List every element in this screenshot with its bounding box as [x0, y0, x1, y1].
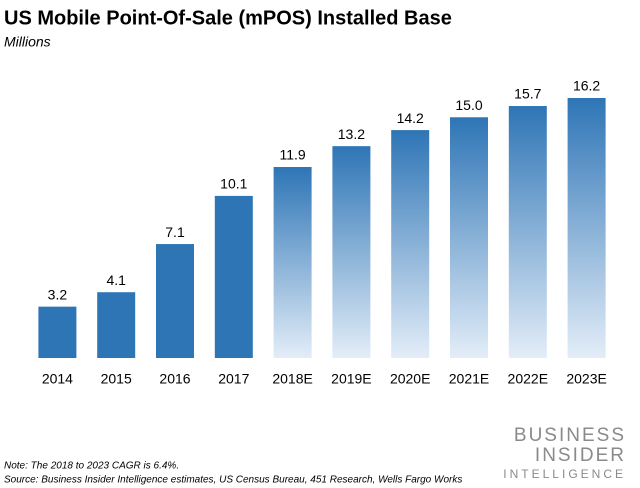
logo-line: BUSINESS	[514, 425, 626, 446]
x-tick-label: 2019E	[331, 371, 371, 387]
x-tick-label: 2023E	[566, 371, 606, 387]
x-tick-label: 2022E	[508, 371, 548, 387]
bar	[332, 146, 371, 358]
value-label: 14.2	[397, 110, 424, 126]
x-tick-label: 2018E	[272, 371, 312, 387]
value-label: 7.1	[165, 224, 185, 240]
bar	[214, 195, 253, 358]
value-label: 10.1	[220, 176, 247, 192]
value-label: 16.2	[573, 78, 600, 94]
chart-subtitle: Millions	[4, 34, 51, 50]
value-label: 15.0	[455, 97, 482, 113]
value-label: 13.2	[338, 126, 365, 142]
bar	[97, 292, 136, 358]
x-tick-label: 2014	[42, 371, 73, 387]
x-tick-label: 2021E	[449, 371, 489, 387]
bar	[508, 106, 547, 358]
x-tick-label: 2017	[218, 371, 249, 387]
value-label: 11.9	[279, 147, 305, 163]
source: Source: Business Insider Intelligence es…	[4, 475, 462, 486]
bar	[156, 244, 194, 358]
chart-title: US Mobile Point-Of-Sale (mPOS) Installed…	[4, 7, 452, 29]
bar	[391, 130, 430, 358]
note: Note: The 2018 to 2023 CAGR is 6.4%.	[4, 461, 179, 472]
bar	[38, 306, 77, 358]
x-tick-label: 2020E	[390, 371, 430, 387]
x-tick-label: 2015	[101, 371, 132, 387]
value-label: 4.1	[106, 272, 126, 288]
logo-line: INSIDER	[535, 445, 626, 466]
bar	[450, 117, 488, 358]
logo-line: INTELLIGENCE	[503, 467, 626, 481]
bar	[273, 167, 312, 358]
x-tick-label: 2016	[159, 371, 190, 387]
value-label: 15.7	[514, 86, 541, 102]
bar	[567, 98, 606, 358]
value-label: 3.2	[48, 286, 68, 302]
